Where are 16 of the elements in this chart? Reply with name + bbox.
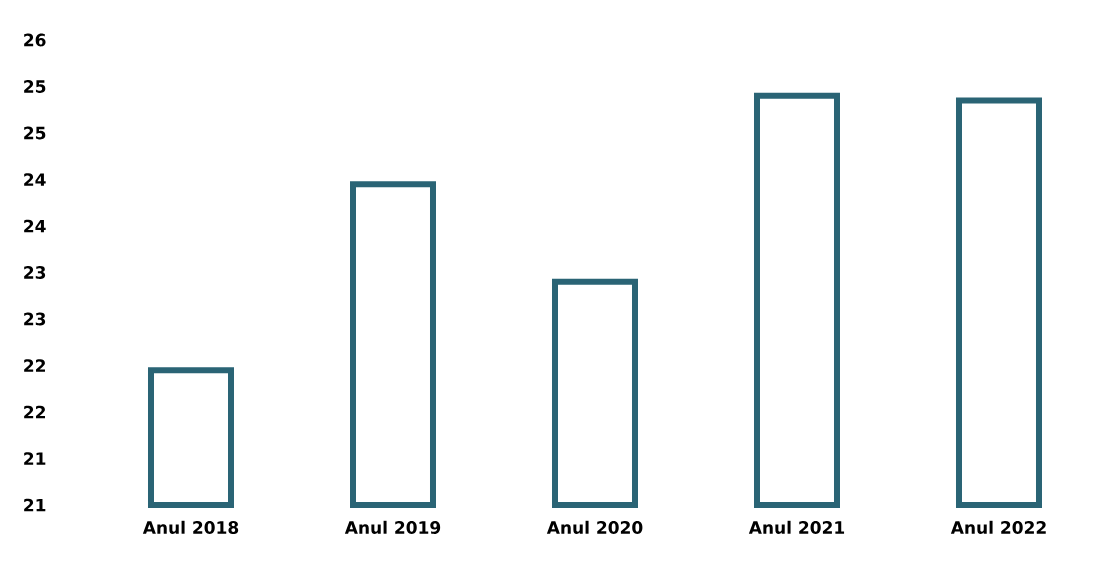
y-tick-label: 21 — [24, 498, 46, 512]
x-tick-label: Anul 2021 — [748, 520, 845, 534]
y-tick-label: 22 — [24, 405, 45, 419]
y-tick-label: 22 — [24, 359, 45, 372]
y-tick-label: 26 — [24, 33, 46, 47]
y-tick-label: 21 — [24, 452, 46, 465]
x-tick-label: Anul 2018 — [142, 520, 239, 534]
y-tick-label: 25 — [24, 126, 46, 140]
x-tick-label: Anul 2019 — [344, 520, 441, 534]
x-tick-label: Anul 2020 — [546, 520, 643, 534]
y-tick-label: 24 — [24, 219, 46, 233]
y-tick-label: 24 — [24, 173, 46, 186]
y-tick-label: 23 — [24, 266, 46, 279]
y-tick-label: 23 — [24, 312, 46, 326]
x-tick-label: Anul 2022 — [950, 520, 1046, 534]
y-tick-label: 25 — [24, 80, 46, 93]
